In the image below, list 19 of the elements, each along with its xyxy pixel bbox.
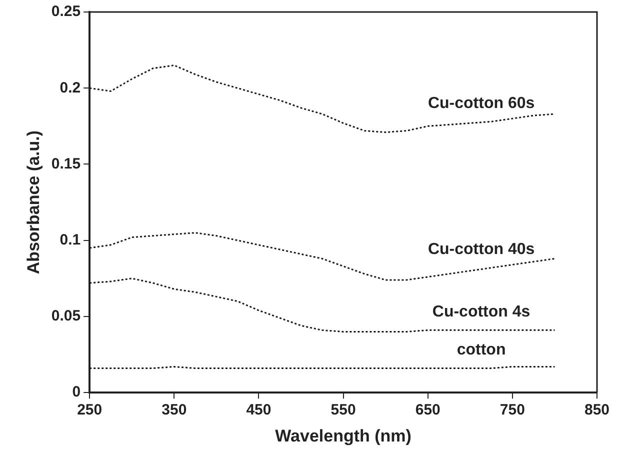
- series-label: Cu-cotton 60s: [428, 95, 535, 112]
- x-tick-label: 350: [162, 402, 187, 419]
- series-label: cotton: [456, 342, 506, 359]
- x-axis-title: Wavelength (nm): [275, 426, 412, 446]
- x-tick-label: 550: [330, 402, 356, 419]
- y-tick-label: 0.2: [60, 79, 81, 96]
- y-tick-label: 0.1: [60, 232, 81, 248]
- x-tick-label: 650: [415, 402, 440, 419]
- y-axis-title: Absorbance (a.u.): [24, 130, 43, 274]
- series-label: Cu-cotton 4s: [432, 304, 530, 321]
- series-label: Cu-cotton 40s: [428, 241, 535, 258]
- y-tick-label: 0: [72, 384, 81, 401]
- y-tick-label: 0.25: [51, 3, 81, 20]
- y-tick-label: 0.15: [51, 155, 81, 172]
- x-tick-label: 450: [246, 402, 272, 419]
- x-tick-label: 250: [77, 402, 102, 419]
- y-tick-label: 0.05: [51, 308, 81, 325]
- x-tick-label: 850: [584, 402, 610, 419]
- x-tick-label: 750: [500, 402, 525, 419]
